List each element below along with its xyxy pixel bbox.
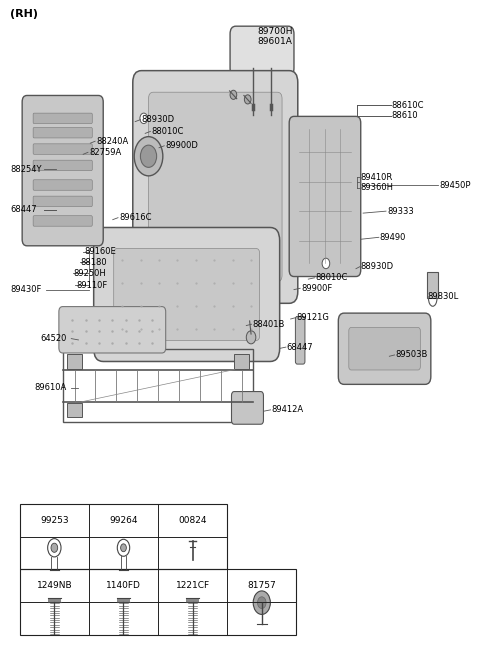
Circle shape (322, 258, 330, 269)
Circle shape (141, 145, 156, 168)
Text: 89360H: 89360H (361, 183, 394, 192)
FancyBboxPatch shape (33, 144, 92, 155)
Text: 68447: 68447 (10, 206, 37, 214)
Circle shape (246, 331, 256, 344)
Text: 89830L: 89830L (428, 291, 459, 301)
Text: 89490: 89490 (380, 233, 406, 242)
Text: 00824: 00824 (179, 516, 207, 525)
FancyBboxPatch shape (148, 92, 282, 282)
Text: 89616C: 89616C (119, 213, 152, 222)
FancyBboxPatch shape (289, 117, 361, 276)
FancyBboxPatch shape (230, 26, 294, 76)
Text: 88254Y: 88254Y (10, 165, 42, 174)
Text: 89503B: 89503B (396, 350, 428, 360)
Circle shape (253, 591, 270, 614)
Text: 64520: 64520 (40, 334, 67, 343)
Bar (63, 349, 253, 422)
FancyBboxPatch shape (33, 215, 92, 226)
Text: 89700H
89601A: 89700H 89601A (257, 27, 293, 47)
Text: 88930D: 88930D (142, 115, 175, 124)
Text: 89412A: 89412A (272, 405, 304, 415)
FancyBboxPatch shape (114, 248, 260, 341)
Bar (186, 599, 199, 602)
Text: 89430F: 89430F (10, 285, 42, 294)
FancyBboxPatch shape (33, 128, 92, 138)
Text: 99264: 99264 (109, 516, 138, 525)
Circle shape (244, 95, 251, 104)
Text: 88401B: 88401B (252, 320, 285, 329)
Circle shape (120, 544, 126, 552)
FancyBboxPatch shape (231, 392, 264, 424)
Text: 89610A: 89610A (34, 383, 67, 392)
Text: 81757: 81757 (247, 581, 276, 590)
Bar (48, 599, 61, 602)
Text: 88930D: 88930D (361, 262, 394, 271)
FancyBboxPatch shape (22, 96, 103, 246)
FancyBboxPatch shape (33, 160, 92, 171)
Bar (428, 272, 438, 298)
Bar (68, 354, 82, 369)
Text: 1140FD: 1140FD (106, 581, 141, 590)
Circle shape (230, 90, 237, 100)
FancyBboxPatch shape (133, 71, 298, 303)
Circle shape (134, 137, 163, 176)
Text: 89410R: 89410R (361, 173, 393, 181)
FancyBboxPatch shape (295, 316, 305, 364)
Text: 88610C: 88610C (392, 101, 424, 110)
FancyBboxPatch shape (349, 328, 420, 370)
Circle shape (140, 113, 147, 124)
Text: 88010C: 88010C (315, 273, 348, 282)
Bar (20, 504, 227, 569)
Text: (RH): (RH) (10, 9, 38, 19)
Text: 89160E: 89160E (84, 247, 116, 256)
Bar (68, 403, 82, 417)
FancyBboxPatch shape (33, 179, 92, 190)
Text: 88180: 88180 (81, 257, 108, 267)
Text: 89110F: 89110F (76, 280, 108, 290)
Circle shape (48, 538, 61, 557)
Text: 89333: 89333 (387, 207, 414, 215)
Circle shape (51, 543, 58, 552)
FancyBboxPatch shape (338, 313, 431, 384)
FancyBboxPatch shape (33, 113, 92, 124)
Circle shape (257, 597, 266, 608)
Text: 1249NB: 1249NB (36, 581, 72, 590)
Text: 88610: 88610 (392, 111, 419, 121)
Text: 99253: 99253 (40, 516, 69, 525)
Text: 89250H: 89250H (73, 269, 107, 278)
Text: 89900F: 89900F (301, 284, 332, 293)
Text: 89121G: 89121G (296, 313, 329, 322)
FancyBboxPatch shape (33, 196, 92, 206)
Text: 68447: 68447 (287, 343, 313, 352)
Text: 89900D: 89900D (165, 141, 198, 150)
Bar (20, 569, 296, 635)
FancyBboxPatch shape (94, 227, 280, 362)
FancyBboxPatch shape (59, 307, 166, 353)
Bar (234, 354, 249, 369)
Text: 82759A: 82759A (89, 148, 121, 157)
Text: 88240A: 88240A (96, 137, 128, 145)
Text: 89450P: 89450P (439, 181, 471, 189)
Circle shape (117, 539, 130, 556)
Text: 1221CF: 1221CF (176, 581, 210, 590)
Bar (117, 599, 130, 602)
Bar (234, 403, 249, 417)
Text: 88010C: 88010C (151, 127, 184, 136)
